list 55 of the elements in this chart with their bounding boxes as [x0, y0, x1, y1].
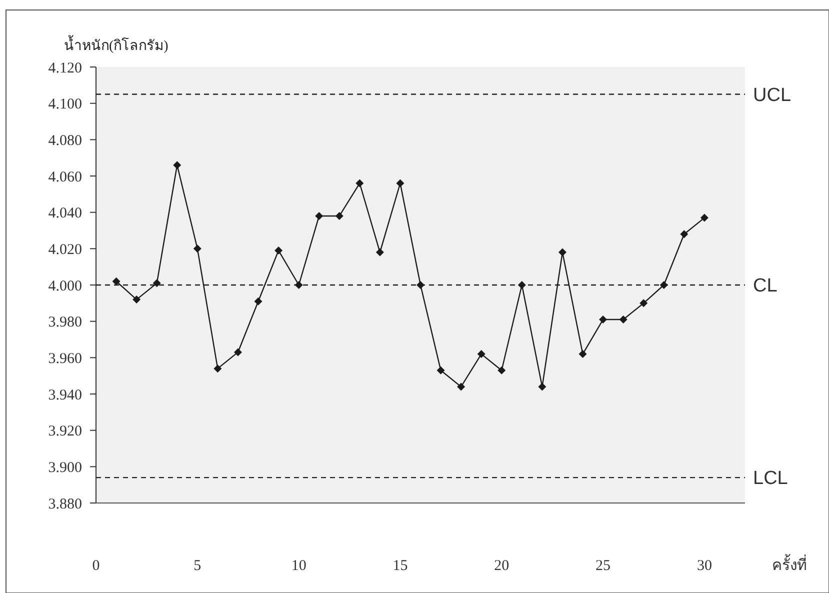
point — [193, 244, 202, 253]
point — [112, 277, 120, 286]
x-tick-label: 10 — [291, 558, 306, 574]
point — [518, 281, 526, 289]
point — [173, 161, 182, 170]
y-tick-label: 3.920 — [48, 424, 82, 440]
point — [335, 212, 344, 220]
y-tick-label: 4.120 — [48, 60, 82, 76]
x-tick-label: 5 — [194, 558, 202, 574]
y-tick-label: 3.980 — [48, 314, 82, 331]
point — [152, 279, 161, 288]
point — [294, 281, 303, 289]
point — [214, 364, 222, 373]
y-tick-label: 4.060 — [48, 169, 82, 186]
point — [498, 366, 506, 374]
point — [619, 316, 628, 324]
point — [599, 316, 608, 324]
y-tick-label: 3.880 — [48, 496, 82, 512]
point — [315, 212, 324, 220]
y-tick-label: 4.020 — [48, 242, 82, 258]
y-axis-title: น้ำหนัก(กิโลกรัม) — [64, 35, 169, 54]
x-tick-label: 25 — [596, 558, 611, 574]
point — [558, 248, 566, 256]
point — [356, 179, 364, 188]
point — [396, 179, 404, 188]
y-tick-label: 3.960 — [48, 350, 82, 367]
point — [477, 350, 486, 358]
x-axis-title: ครั้งที่ — [772, 554, 807, 574]
y-tick-label: 4.080 — [48, 132, 82, 149]
y-tick-label: 4.040 — [48, 206, 82, 222]
point — [640, 299, 648, 308]
y-tick-label: 3.940 — [48, 387, 82, 404]
y-tick-label: 4.000 — [48, 278, 82, 294]
ref-line-label: LCL — [753, 468, 788, 490]
y-tick-label: 4.100 — [48, 96, 82, 113]
point — [416, 281, 424, 289]
x-tick-label: 0 — [92, 558, 100, 574]
point — [436, 366, 445, 374]
ref-line-label: UCL — [753, 84, 792, 106]
x-tick-label: 15 — [392, 558, 408, 574]
point — [376, 248, 384, 256]
point — [538, 382, 546, 391]
x-tick-label: 20 — [494, 558, 510, 574]
point — [680, 230, 688, 238]
point — [700, 214, 708, 222]
point — [457, 382, 466, 391]
x-tick-label: 30 — [696, 558, 712, 574]
point — [234, 348, 242, 356]
point — [274, 246, 283, 254]
ref-line-label: CL — [753, 276, 778, 297]
y-tick-label: 3.900 — [48, 460, 82, 476]
point — [132, 296, 141, 304]
point — [660, 281, 668, 289]
point — [254, 297, 262, 306]
point — [578, 350, 587, 358]
